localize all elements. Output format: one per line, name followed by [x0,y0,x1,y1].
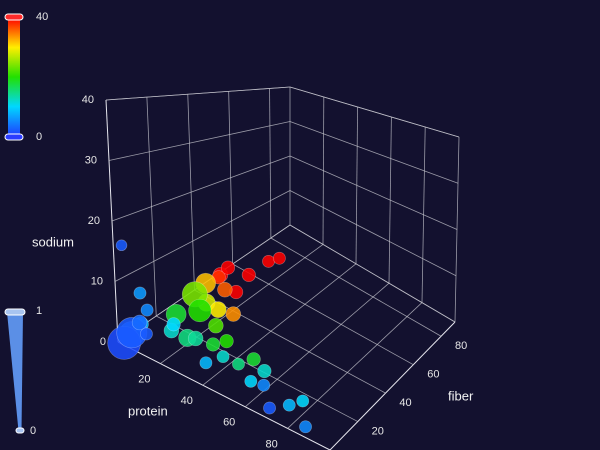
z-grid-line [289,86,460,138]
size-legend-handle[interactable] [4,308,26,316]
y-axis-name: fiber [448,388,474,403]
z-grid-line [289,224,456,323]
point [257,364,272,379]
point [299,420,312,434]
color-legend-handle[interactable] [4,13,24,21]
point [246,352,261,367]
x-grid-line [202,263,357,386]
point [296,394,310,408]
point [140,327,153,341]
point [166,317,181,332]
x-tick-label: 60 [223,417,235,429]
x-axis-name: protein [128,403,168,418]
color-legend-min: 0 [36,131,42,143]
y-grid-line [194,289,386,394]
z-tick-label: 40 [82,94,94,106]
label-layer: 20 40 60 80 20 40 60 80 0 10 20 30 40 [82,94,467,450]
y-tick-label: 80 [455,340,467,352]
point [199,356,213,370]
z-grid-line [114,190,291,282]
point-layer [107,239,312,434]
x-tick-label: 80 [265,438,277,450]
point [216,350,230,364]
z-axis-name: sodium [32,234,74,249]
point [220,260,236,275]
x-tick-label: 40 [181,395,193,407]
point [272,251,286,265]
point [262,254,275,268]
size-legend-handle[interactable] [15,427,25,434]
size-legend-bar [7,312,23,431]
z-tick-label: 0 [100,336,106,348]
point [188,298,212,323]
axis-edge [117,341,331,450]
size-legend-max: 1 [36,305,42,317]
point [263,401,276,415]
point [131,314,148,331]
y-tick-label: 20 [372,425,384,437]
color-legend-handle[interactable] [4,133,24,141]
point [241,267,256,282]
point [219,334,234,349]
color-legend-max: 40 [36,11,48,23]
x-grid-line [287,302,423,429]
point [140,303,154,317]
x-tick-label: 20 [138,374,150,386]
y-grid-line [232,263,414,366]
z-grid-line [289,155,458,230]
size-legend-min: 0 [30,425,36,437]
point [282,398,296,412]
z-grid-line [111,155,291,222]
point [244,374,258,388]
point [225,306,241,322]
y-tick-label: 60 [427,369,439,381]
point [217,281,233,298]
z-tick-label: 10 [91,275,103,287]
point [206,337,221,352]
y-grid-line [270,237,442,337]
z-tick-label: 20 [88,215,100,227]
z-grid-line [289,121,459,184]
axis-edge [329,321,456,450]
point [187,330,204,347]
z-tick-label: 30 [85,154,97,166]
point [115,239,128,252]
y-tick-label: 40 [399,397,411,409]
z-grid-line [108,121,291,161]
color-legend-bar [8,18,20,136]
point [209,301,227,318]
point [133,286,147,300]
point [232,357,245,371]
point [208,317,224,334]
z-grid-line [105,86,291,101]
point [257,378,271,392]
z-grid-line [289,190,457,277]
grid-layer [105,86,460,450]
